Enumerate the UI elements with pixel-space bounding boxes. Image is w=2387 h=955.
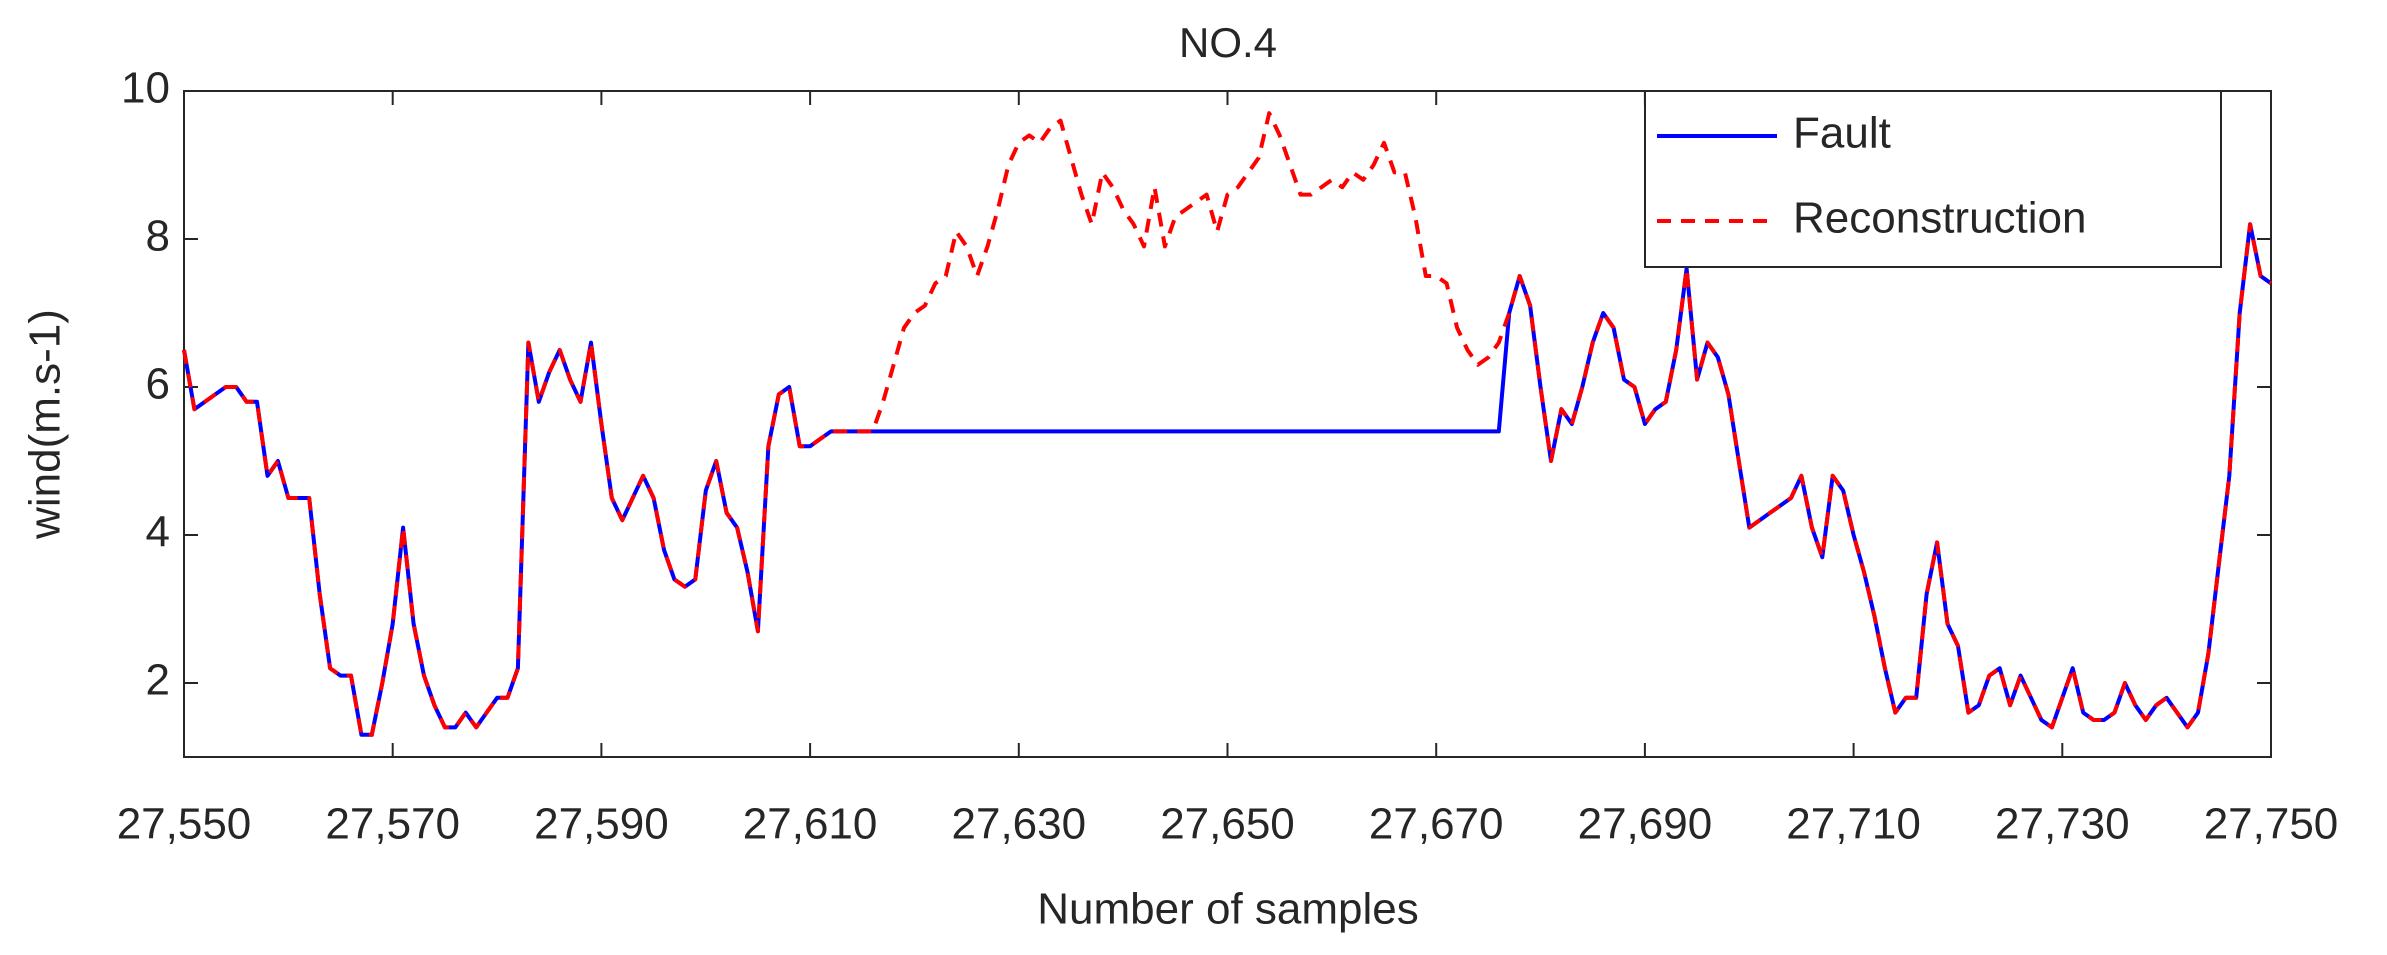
x-tick-label: 27,730 xyxy=(1995,800,2130,849)
series-line xyxy=(182,111,2273,737)
x-tick-label: 27,590 xyxy=(534,800,669,849)
y-tick-label: 6 xyxy=(146,360,170,409)
x-tick-label: 27,690 xyxy=(1578,800,1713,849)
x-tick-label: 27,750 xyxy=(2204,800,2339,849)
x-tick-label: 27,610 xyxy=(743,800,878,849)
y-tick-label: 8 xyxy=(146,212,170,261)
x-tick-label: 27,630 xyxy=(952,800,1087,849)
legend-label: Fault xyxy=(1793,109,1891,158)
x-tick-label: 27,570 xyxy=(325,800,460,849)
x-axis-label: Number of samples xyxy=(1037,885,1418,934)
y-tick-label: 2 xyxy=(146,656,170,705)
x-tick-label: 27,550 xyxy=(117,800,252,849)
y-tick-label: 4 xyxy=(146,508,170,557)
legend-box xyxy=(1644,90,2222,268)
y-axis-label: wind(m.s-1) xyxy=(21,309,70,540)
x-tick-label: 27,650 xyxy=(1160,800,1295,849)
y-tick-label: 10 xyxy=(121,64,170,113)
x-tick-label: 27,670 xyxy=(1369,800,1504,849)
x-tick-label: 27,710 xyxy=(1786,800,1921,849)
legend-label: Reconstruction xyxy=(1793,194,2086,243)
chart-title: NO.4 xyxy=(1179,19,1277,66)
